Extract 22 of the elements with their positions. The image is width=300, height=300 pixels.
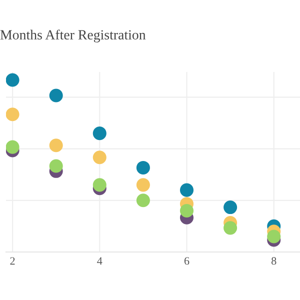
point xyxy=(136,178,150,192)
point xyxy=(136,194,150,208)
point xyxy=(49,138,63,152)
point xyxy=(6,108,20,122)
point xyxy=(136,160,150,174)
point xyxy=(267,230,281,244)
point xyxy=(6,73,20,87)
point xyxy=(92,126,106,140)
x-tick-label: 6 xyxy=(184,257,190,265)
point xyxy=(49,159,63,173)
point xyxy=(92,178,106,192)
point xyxy=(224,221,238,235)
point xyxy=(180,204,194,218)
x-tick-label: 8 xyxy=(272,257,276,265)
point xyxy=(224,200,238,214)
point xyxy=(92,150,106,164)
x-tick-label: 4 xyxy=(97,257,102,265)
chart-title: Months After Registration xyxy=(0,30,146,42)
point xyxy=(49,88,63,102)
point xyxy=(180,183,194,197)
point xyxy=(6,140,20,154)
x-tick-label: 2 xyxy=(10,257,15,265)
